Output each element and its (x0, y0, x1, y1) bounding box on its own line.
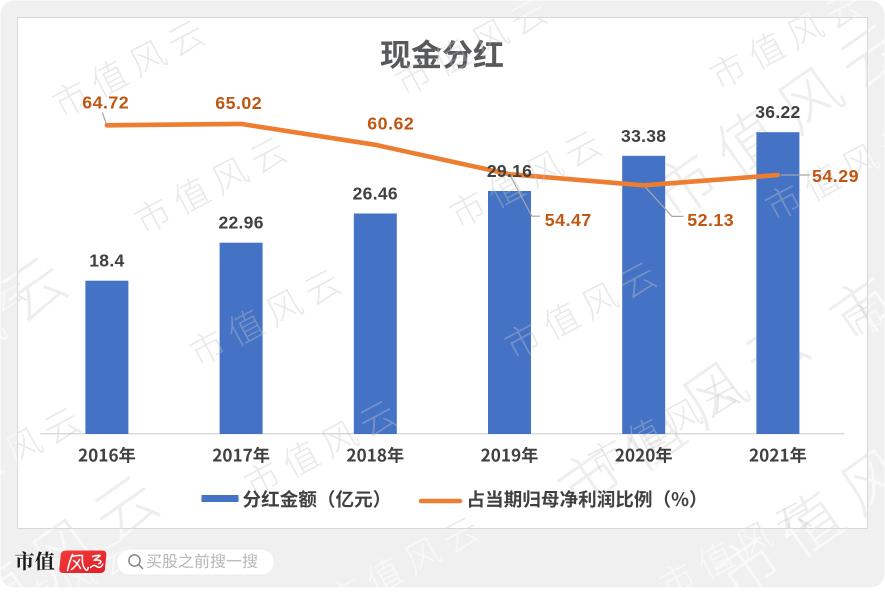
svg-text:54.29: 54.29 (812, 166, 859, 186)
svg-text:22.96: 22.96 (218, 213, 263, 233)
svg-text:33.38: 33.38 (621, 126, 666, 146)
svg-text:65.02: 65.02 (215, 93, 262, 113)
svg-text:29.16: 29.16 (487, 161, 532, 181)
svg-text:54.47: 54.47 (545, 210, 592, 230)
svg-text:18.4: 18.4 (89, 251, 124, 271)
svg-text:26.46: 26.46 (353, 184, 398, 204)
svg-text:60.62: 60.62 (367, 114, 414, 134)
svg-text:64.72: 64.72 (82, 93, 129, 113)
svg-text:36.22: 36.22 (755, 102, 800, 122)
svg-text:52.13: 52.13 (687, 210, 734, 230)
